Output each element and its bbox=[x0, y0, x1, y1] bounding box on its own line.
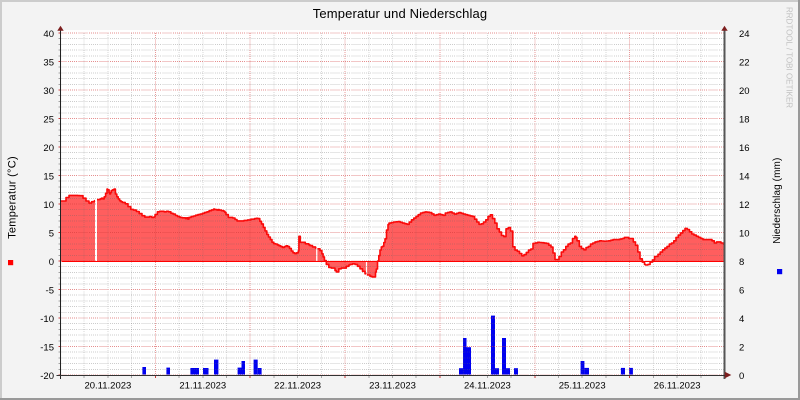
svg-text:21.11.2023: 21.11.2023 bbox=[179, 381, 226, 392]
svg-text:40: 40 bbox=[43, 29, 54, 40]
svg-text:30: 30 bbox=[43, 86, 54, 97]
svg-text:25.11.2023: 25.11.2023 bbox=[559, 381, 606, 392]
svg-text:16: 16 bbox=[739, 143, 750, 154]
svg-text:2: 2 bbox=[739, 343, 744, 354]
svg-text:0: 0 bbox=[49, 257, 54, 268]
svg-text:14: 14 bbox=[739, 172, 750, 183]
svg-text:35: 35 bbox=[43, 58, 54, 69]
svg-text:8: 8 bbox=[739, 257, 744, 268]
svg-text:4: 4 bbox=[739, 314, 744, 325]
svg-text:24: 24 bbox=[739, 29, 750, 40]
svg-text:10: 10 bbox=[739, 229, 750, 240]
svg-text:25: 25 bbox=[43, 115, 54, 126]
svg-text:23.11.2023: 23.11.2023 bbox=[369, 381, 416, 392]
svg-text:22: 22 bbox=[739, 58, 750, 69]
svg-text:24.11.2023: 24.11.2023 bbox=[464, 381, 511, 392]
svg-text:-15: -15 bbox=[40, 343, 54, 354]
svg-text:0: 0 bbox=[739, 371, 744, 382]
svg-text:5: 5 bbox=[49, 229, 54, 240]
svg-text:-10: -10 bbox=[40, 314, 54, 325]
svg-text:20.11.2023: 20.11.2023 bbox=[84, 381, 131, 392]
svg-text:12: 12 bbox=[739, 200, 750, 211]
svg-text:Niederschlag (mm): Niederschlag (mm) bbox=[772, 158, 783, 244]
svg-text:6: 6 bbox=[739, 286, 744, 297]
svg-text:-20: -20 bbox=[40, 371, 54, 382]
svg-text:18: 18 bbox=[739, 115, 750, 126]
svg-text:RRDTOOL / TOBI OETIKER: RRDTOOL / TOBI OETIKER bbox=[785, 7, 794, 108]
svg-text:Temperatur (°C): Temperatur (°C) bbox=[7, 156, 19, 239]
svg-text:20: 20 bbox=[43, 143, 54, 154]
svg-text:-5: -5 bbox=[46, 286, 54, 297]
svg-text:20: 20 bbox=[739, 86, 750, 97]
svg-text:15: 15 bbox=[43, 172, 54, 183]
svg-text:22.11.2023: 22.11.2023 bbox=[274, 381, 321, 392]
svg-text:10: 10 bbox=[43, 200, 54, 211]
svg-text:26.11.2023: 26.11.2023 bbox=[654, 381, 701, 392]
svg-text:Temperatur und Niederschlag: Temperatur und Niederschlag bbox=[313, 6, 488, 21]
